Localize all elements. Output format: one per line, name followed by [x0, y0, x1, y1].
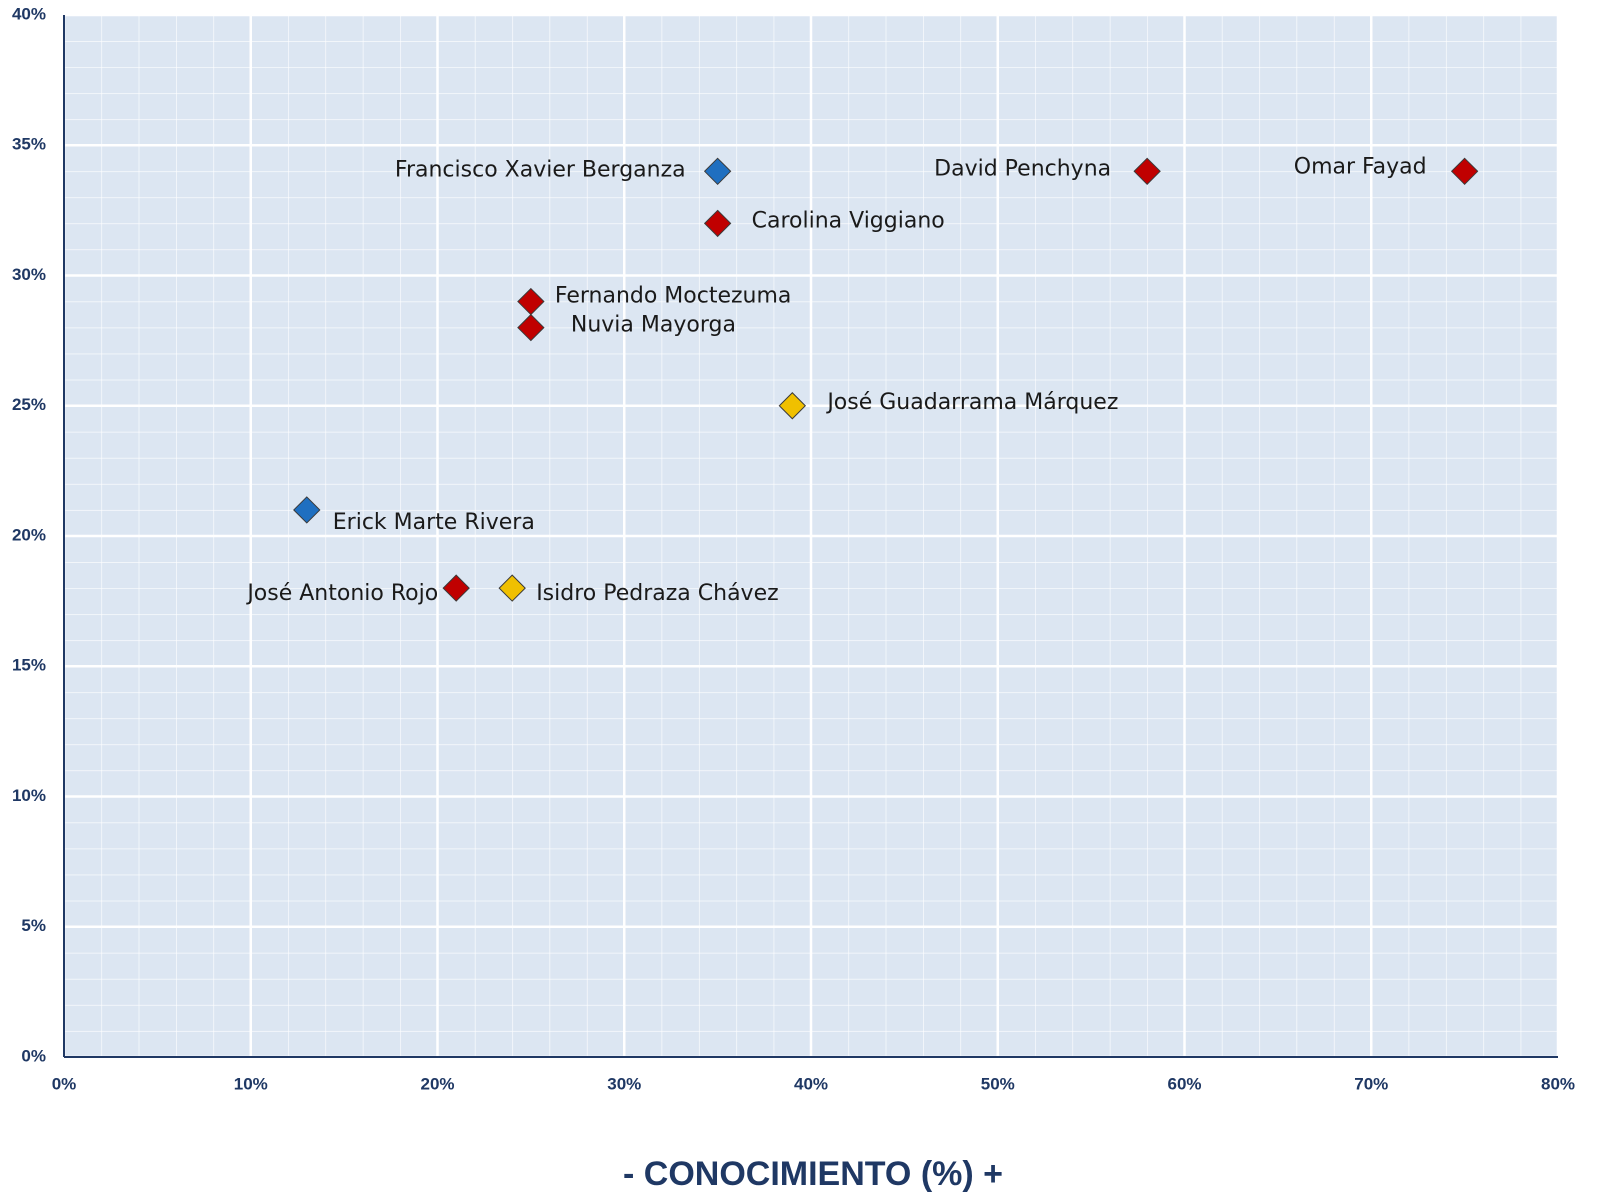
- point: [703, 209, 732, 238]
- x-tick-label: 80%: [1541, 1074, 1575, 1093]
- point: [1133, 157, 1161, 186]
- point-label: David Penchyna: [934, 156, 1111, 181]
- point: [778, 392, 807, 420]
- point-label: Omar Fayad: [1294, 154, 1427, 179]
- x-tick-label: 30%: [607, 1074, 641, 1093]
- point-label: Isidro Pedraza Chávez: [536, 581, 778, 606]
- point: [442, 574, 470, 602]
- x-tick-label: 50%: [981, 1074, 1015, 1093]
- y-tick-label: 5%: [21, 916, 46, 935]
- y-tick-label: 15%: [12, 656, 46, 675]
- y-tick-label: 40%: [12, 4, 46, 23]
- x-tick-label: 60%: [1167, 1074, 1201, 1093]
- x-tick-label: 20%: [420, 1074, 454, 1093]
- y-tick-label: 25%: [12, 395, 46, 414]
- point-label: Nuvia Mayorga: [571, 313, 736, 338]
- x-tick-label: 10%: [234, 1074, 268, 1093]
- point-label: José Antonio Rojo: [245, 581, 438, 606]
- y-tick-label: 10%: [12, 786, 46, 805]
- point-label: Fernando Moctezuma: [555, 284, 792, 309]
- x-tick-label: 40%: [794, 1074, 828, 1093]
- y-tick-label: 0%: [21, 1046, 46, 1065]
- x-axis-title: - CONOCIMIENTO (%) +: [623, 1155, 1003, 1193]
- point-label: Francisco Xavier Berganza: [395, 157, 686, 182]
- y-tick-label: 35%: [12, 135, 46, 154]
- point-label: Carolina Viggiano: [752, 208, 945, 233]
- point-label: José Guadarrama Márquez: [825, 390, 1118, 415]
- point: [1450, 157, 1479, 186]
- point: [498, 574, 526, 602]
- point: [293, 496, 321, 524]
- x-tick-label: 0%: [52, 1074, 77, 1093]
- y-tick-label: 30%: [12, 265, 46, 284]
- point: [517, 313, 545, 342]
- point-label: Erick Marte Rivera: [333, 510, 535, 535]
- y-tick-label: 20%: [12, 525, 46, 544]
- point: [703, 157, 732, 186]
- x-tick-label: 70%: [1354, 1074, 1388, 1093]
